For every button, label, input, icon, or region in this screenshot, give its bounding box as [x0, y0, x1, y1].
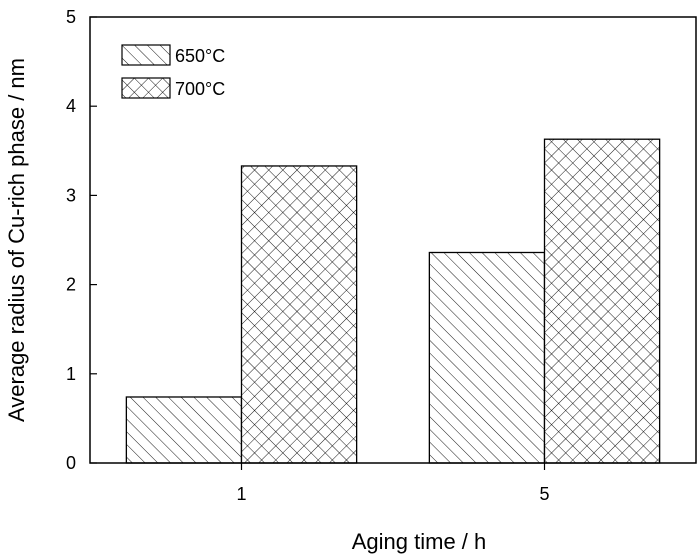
bars-layer — [125, 138, 661, 464]
plot-frame — [89, 16, 697, 464]
y-tick-label: 4 — [66, 96, 76, 116]
x-tick-label: 5 — [539, 484, 549, 504]
legend-swatch — [121, 77, 171, 99]
bar-700°C-5 — [543, 138, 661, 464]
bar-700°C-1 — [240, 165, 358, 464]
x-tick-label: 1 — [236, 484, 246, 504]
y-axis-label: Average radius of Cu-rich phase / nm — [4, 58, 29, 422]
legend-label: 650°C — [175, 46, 225, 66]
y-tick-label: 5 — [66, 7, 76, 27]
y-axis: 0 1 2 3 4 5 — [66, 7, 97, 473]
legend: 650°C 700°C — [121, 44, 225, 99]
y-tick-label: 2 — [66, 275, 76, 295]
bar-650°C-1 — [125, 396, 243, 464]
bar-650°C-5 — [428, 251, 546, 464]
y-tick-label: 0 — [66, 453, 76, 473]
legend-label: 700°C — [175, 79, 225, 99]
y-tick-label: 3 — [66, 185, 76, 205]
legend-swatch — [121, 44, 171, 66]
y-tick-label: 1 — [66, 364, 76, 384]
x-axis-label: Aging time / h — [352, 529, 487, 554]
